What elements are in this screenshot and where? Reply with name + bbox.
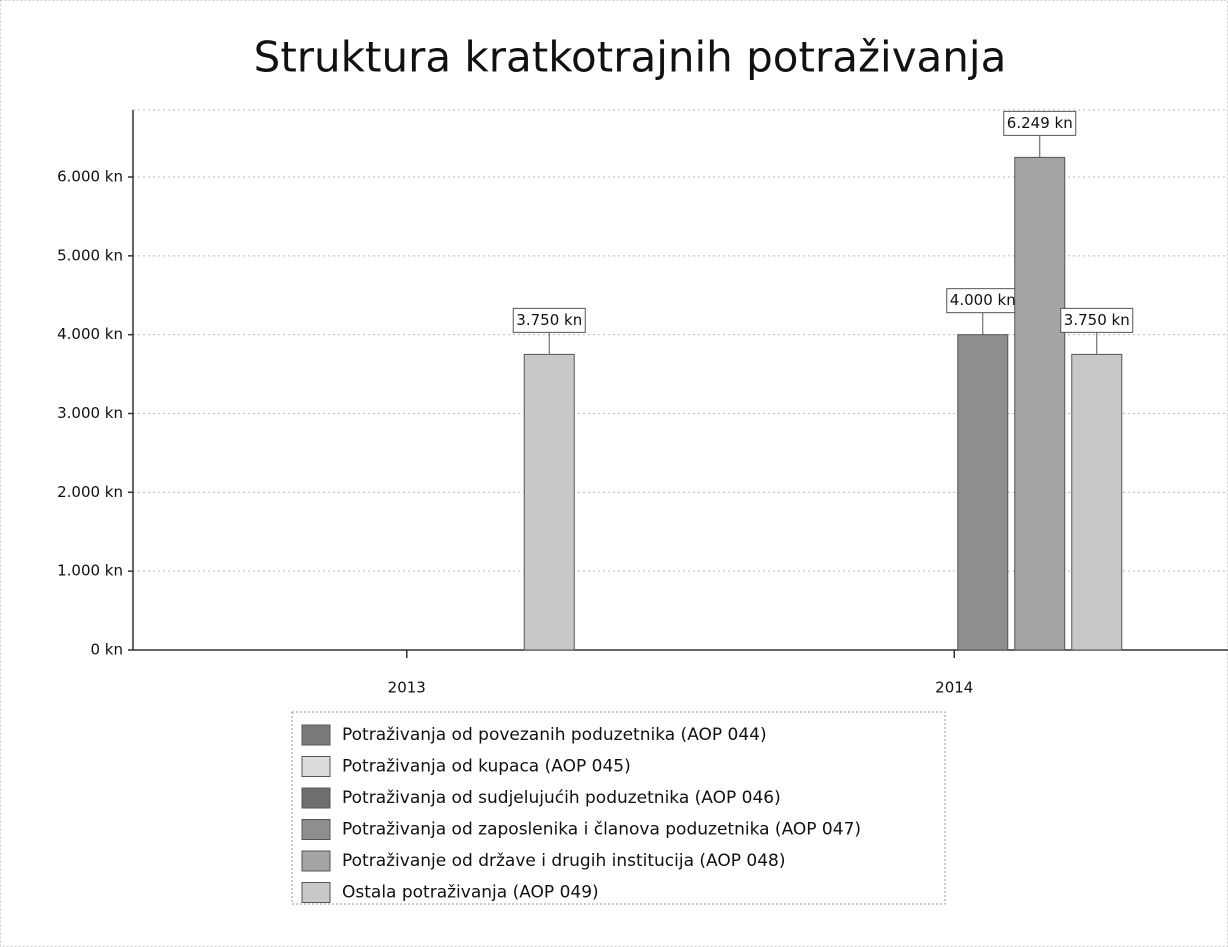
- chart-title: Struktura kratkotrajnih potraživanja: [254, 33, 1007, 82]
- y-tick-label: 4.000 kn: [57, 325, 123, 343]
- legend-swatch: [301, 819, 331, 840]
- legend-swatch: [301, 724, 331, 746]
- bar: [957, 334, 1009, 651]
- x-tick-label: 2013: [388, 679, 426, 697]
- value-label: 3.750 kn: [516, 311, 582, 329]
- legend-label: Potraživanja od kupaca (AOP 045): [342, 757, 631, 777]
- value-label: 4.000 kn: [950, 291, 1016, 309]
- value-label-box: [512, 307, 586, 333]
- legend-swatch: [301, 756, 331, 777]
- value-label: 6.249 kn: [1007, 114, 1073, 132]
- bar: [523, 353, 575, 651]
- y-tick-label: 5.000 kn: [57, 246, 123, 264]
- legend-label: Potraživanja od zaposlenika i članova po…: [342, 820, 861, 840]
- y-tick-label: 3.000 kn: [57, 404, 123, 422]
- legend-swatch: [301, 882, 331, 903]
- bar: [1071, 353, 1123, 651]
- value-label: 3.750 kn: [1064, 311, 1130, 329]
- legend-label: Potraživanja od povezanih poduzetnika (A…: [342, 725, 767, 745]
- legend-label: Potraživanja od sudjelujućih poduzetnika…: [342, 788, 781, 808]
- legend-box: [291, 711, 946, 905]
- legend-swatch: [301, 850, 331, 872]
- value-label-box: [946, 288, 1020, 314]
- x-tick-label: 2014: [935, 679, 973, 697]
- bar: [1014, 156, 1066, 651]
- y-tick-label: 6.000 kn: [57, 168, 123, 186]
- legend-label: Potraživanje od države i drugih instituc…: [342, 851, 786, 871]
- value-label-box: [1060, 307, 1134, 333]
- legend-swatch: [301, 787, 331, 809]
- y-tick-label: 2.000 kn: [57, 483, 123, 501]
- y-tick-label: 1.000 kn: [57, 562, 123, 580]
- value-label-box: [1003, 110, 1077, 136]
- y-tick-label: 0 kn: [90, 641, 123, 659]
- legend-label: Ostala potraživanja (AOP 049): [342, 883, 599, 903]
